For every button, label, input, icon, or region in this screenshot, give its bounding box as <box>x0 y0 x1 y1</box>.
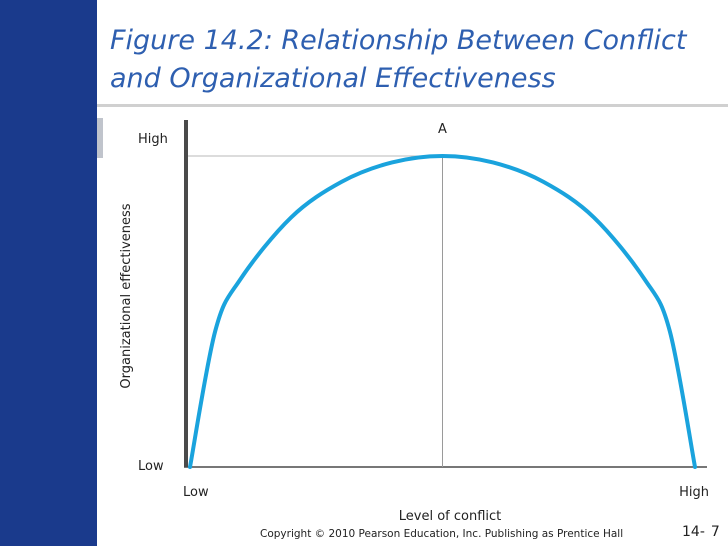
y-tick-label-high: High <box>138 132 168 147</box>
left-accent-bar <box>0 0 97 546</box>
peak-annotation-label: A <box>438 122 447 137</box>
title-divider <box>97 104 728 107</box>
page-number-value: 7 <box>710 524 720 540</box>
chapter-prefix: 14- <box>682 524 705 540</box>
copyright-footer: Copyright © 2010 Pearson Education, Inc.… <box>260 528 624 540</box>
y-tick-label-low: Low <box>138 459 164 474</box>
x-axis-label: Level of conflict <box>399 509 502 524</box>
x-tick-label-high: High <box>679 485 709 500</box>
y-axis-label: Organizational effectiveness <box>119 203 134 388</box>
side-tab <box>97 118 103 158</box>
effectiveness-curve <box>188 153 697 469</box>
page-number: 14- 7 <box>682 524 720 540</box>
slide-title: Figure 14.2: Relationship Between Confli… <box>110 25 687 94</box>
x-tick-label-low: Low <box>183 485 209 500</box>
